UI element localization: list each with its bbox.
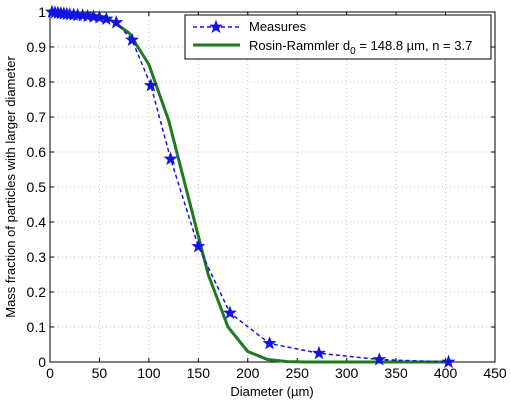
series-layer bbox=[44, 4, 456, 368]
x-tick-label: 300 bbox=[335, 365, 359, 381]
legend-model-label-suffix: = 148.8 µm, n = 3.7 bbox=[356, 38, 473, 53]
legend-box bbox=[184, 14, 492, 60]
x-tick-label: 50 bbox=[92, 365, 108, 381]
measures-point bbox=[441, 354, 456, 368]
measures-point bbox=[372, 352, 387, 366]
measures-point bbox=[99, 11, 114, 25]
legend-model-label-prefix: Rosin-Rammler d bbox=[249, 38, 350, 53]
measures-point bbox=[311, 345, 326, 360]
y-tick-label: 1 bbox=[38, 4, 46, 20]
y-tick-label: 0.9 bbox=[27, 39, 47, 55]
measures-point bbox=[125, 32, 140, 46]
legend-measures-marker bbox=[208, 19, 224, 33]
measures-point bbox=[191, 239, 206, 253]
x-tick-label: 400 bbox=[434, 365, 458, 381]
measures-point bbox=[92, 10, 107, 24]
y-tick-label: 0.2 bbox=[27, 284, 47, 300]
y-tick-label: 0.7 bbox=[27, 109, 47, 125]
y-tick-label: 0.8 bbox=[27, 74, 47, 90]
y-tick-label: 0.5 bbox=[27, 179, 47, 195]
x-tick-label: 150 bbox=[187, 365, 211, 381]
measures-point bbox=[109, 15, 124, 29]
measures-point bbox=[222, 305, 237, 319]
y-tick-label: 0.4 bbox=[27, 214, 47, 230]
legend: Measures Rosin-Rammler d0 = 148.8 µm, n … bbox=[184, 14, 492, 60]
x-tick-label: 350 bbox=[384, 365, 408, 381]
legend-model-label-subscript: 0 bbox=[350, 46, 356, 57]
y-tick-label: 0.1 bbox=[27, 319, 47, 335]
y-tick-label: 0.3 bbox=[27, 249, 47, 265]
x-tick-label: 0 bbox=[46, 365, 54, 381]
measures-point bbox=[262, 336, 277, 350]
x-tick-label: 450 bbox=[483, 365, 507, 381]
measures-point bbox=[143, 78, 158, 92]
y-tick-label: 0.6 bbox=[27, 144, 47, 160]
y-axis-label: Mass fraction of particles with larger d… bbox=[3, 56, 18, 318]
x-tick-label: 100 bbox=[137, 365, 161, 381]
x-tick-label: 200 bbox=[236, 365, 260, 381]
tick-layer: 0 50 100 150 200 250 300 350 400 450 0 0.1 0.2 0.3 0.4… bbox=[27, 4, 507, 381]
legend-model-label: Rosin-Rammler d0 = 148.8 µm, n = 3.7 bbox=[249, 38, 472, 57]
measures-point bbox=[163, 151, 178, 165]
legend-measures-label: Measures bbox=[249, 19, 307, 34]
y-tick-label: 0 bbox=[38, 354, 46, 370]
x-tick-label: 250 bbox=[286, 365, 310, 381]
x-axis-label: Diameter (µm) bbox=[230, 384, 313, 399]
